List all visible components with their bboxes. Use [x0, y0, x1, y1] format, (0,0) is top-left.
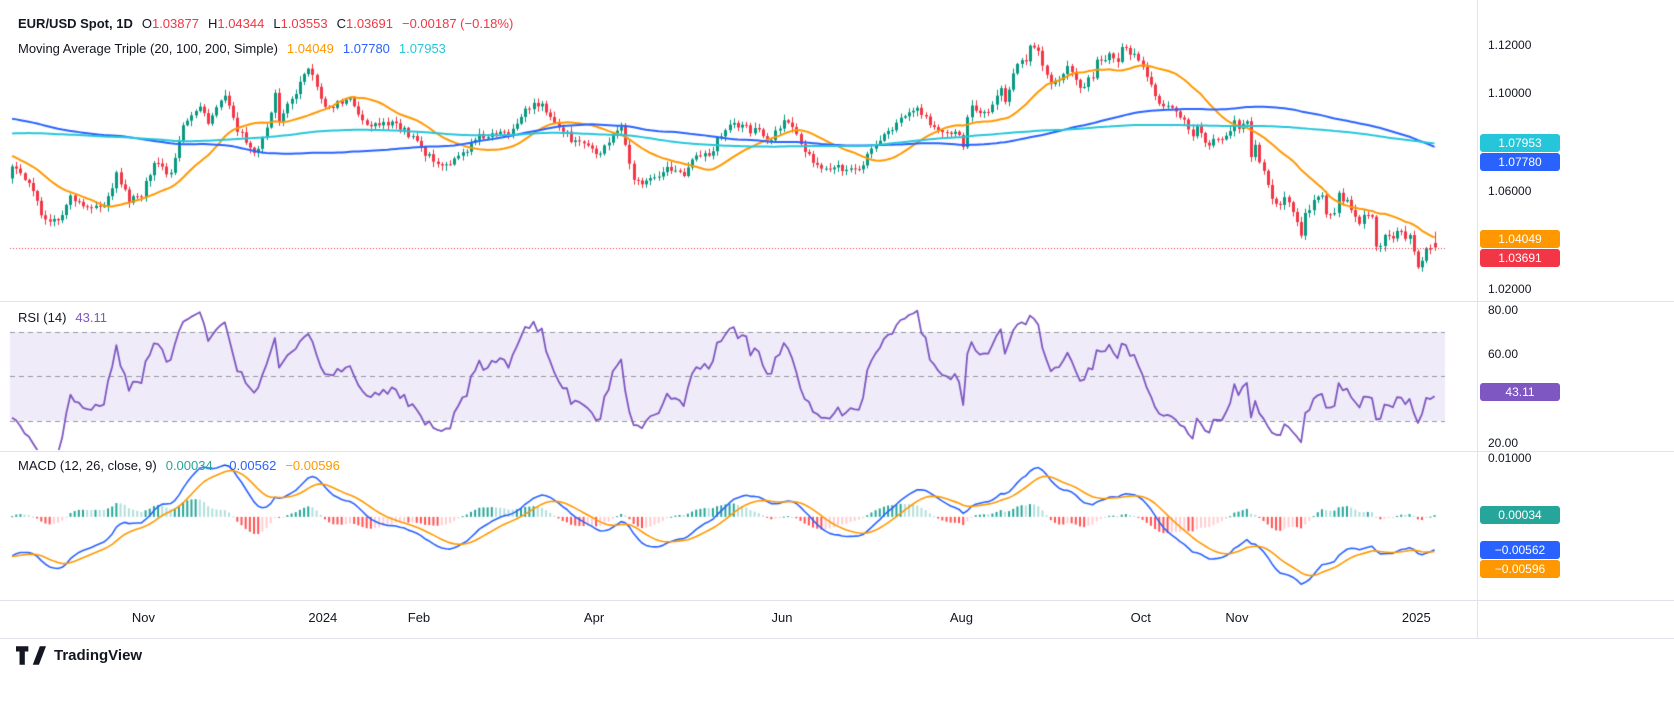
- time-label[interactable]: Nov: [131, 610, 156, 625]
- ohlc-open: O1.03877: [141, 16, 199, 31]
- main-legend: EUR/USD Spot, 1D O1.03877 H1.04344 L1.03…: [18, 14, 513, 59]
- ohlc-high: H1.04344: [207, 16, 265, 31]
- price-badge: 1.07780: [1480, 153, 1560, 172]
- price-badge: −0.00596: [1480, 559, 1560, 578]
- symbol-title[interactable]: EUR/USD Spot, 1D: [18, 16, 133, 31]
- time-label[interactable]: 2025: [1401, 610, 1431, 625]
- tradingview-brand[interactable]: TradingView: [54, 646, 143, 664]
- price-badge: 0.00034: [1480, 505, 1560, 524]
- ma-legend-row: Moving Average Triple (20, 100, 200, Sim…: [18, 39, 513, 59]
- time-label[interactable]: Aug: [949, 610, 973, 625]
- price-tick-label: 0.01000: [1488, 450, 1532, 465]
- panel-separator-rsi-macd[interactable]: [0, 451, 1674, 452]
- price-scale-separator: [1477, 0, 1478, 638]
- macd-histogram-value: 0.00034: [165, 458, 213, 473]
- time-label[interactable]: Nov: [1225, 610, 1249, 625]
- ma200-value: 1.07953: [398, 41, 446, 56]
- price-tick-label: 1.10000: [1488, 86, 1532, 101]
- attribution: TradingView: [16, 642, 142, 668]
- time-label[interactable]: Apr: [583, 610, 605, 625]
- price-badge: 43.11: [1480, 382, 1560, 401]
- price-tick-label: 1.02000: [1488, 281, 1532, 296]
- time-label[interactable]: Oct: [1130, 610, 1151, 625]
- time-label[interactable]: Jun: [771, 610, 793, 625]
- ma-indicator-title[interactable]: Moving Average Triple (20, 100, 200, Sim…: [18, 41, 278, 56]
- macd-indicator-title[interactable]: MACD (12, 26, close, 9): [18, 458, 157, 473]
- rsi-value: 43.11: [75, 310, 107, 325]
- time-label[interactable]: Feb: [407, 610, 431, 625]
- change-value: −0.00187 (−0.18%): [401, 16, 514, 31]
- time-label[interactable]: 2024: [308, 610, 338, 625]
- price-tick-label: 1.06000: [1488, 184, 1532, 199]
- rsi-legend-row: RSI (14) 43.11: [18, 308, 107, 328]
- ohlc-close: C1.03691: [336, 16, 393, 31]
- price-tick-label: 80.00: [1488, 302, 1519, 317]
- ohlc-low: L1.03553: [273, 16, 328, 31]
- price-axis[interactable]: 1.12000 1.10000 1.06000 1.02000 1.07953 1.077…: [1478, 0, 1674, 638]
- macd-signal-value: −0.00596: [285, 458, 340, 473]
- chart-bottom-separator: [0, 638, 1674, 639]
- macd-legend-row: MACD (12, 26, close, 9) 0.00034 −0.00562…: [18, 456, 340, 476]
- rsi-indicator-title[interactable]: RSI (14): [18, 310, 67, 325]
- price-tick-label: 1.12000: [1488, 37, 1532, 52]
- price-badge: 1.03691: [1480, 248, 1560, 267]
- price-badge: 1.07953: [1480, 134, 1560, 153]
- time-axis-separator: [0, 600, 1674, 601]
- tradingview-logo-icon[interactable]: [16, 645, 46, 665]
- time-axis[interactable]: Nov 2024 Feb Apr Jun Aug Oct Nov 2025: [0, 601, 1477, 637]
- price-tick-label: 60.00: [1488, 347, 1519, 362]
- ma100-value: 1.07780: [342, 41, 390, 56]
- panel-separator-main-rsi[interactable]: [0, 301, 1674, 302]
- price-badge: −0.00562: [1480, 540, 1560, 559]
- macd-legend: MACD (12, 26, close, 9) 0.00034 −0.00562…: [18, 456, 340, 476]
- price-tick-label: 20.00: [1488, 435, 1519, 450]
- macd-line-value: −0.00562: [221, 458, 277, 473]
- rsi-legend: RSI (14) 43.11: [18, 308, 107, 328]
- symbol-legend-row: EUR/USD Spot, 1D O1.03877 H1.04344 L1.03…: [18, 14, 513, 34]
- price-badge: 1.04049: [1480, 229, 1560, 248]
- ma20-value: 1.04049: [286, 41, 334, 56]
